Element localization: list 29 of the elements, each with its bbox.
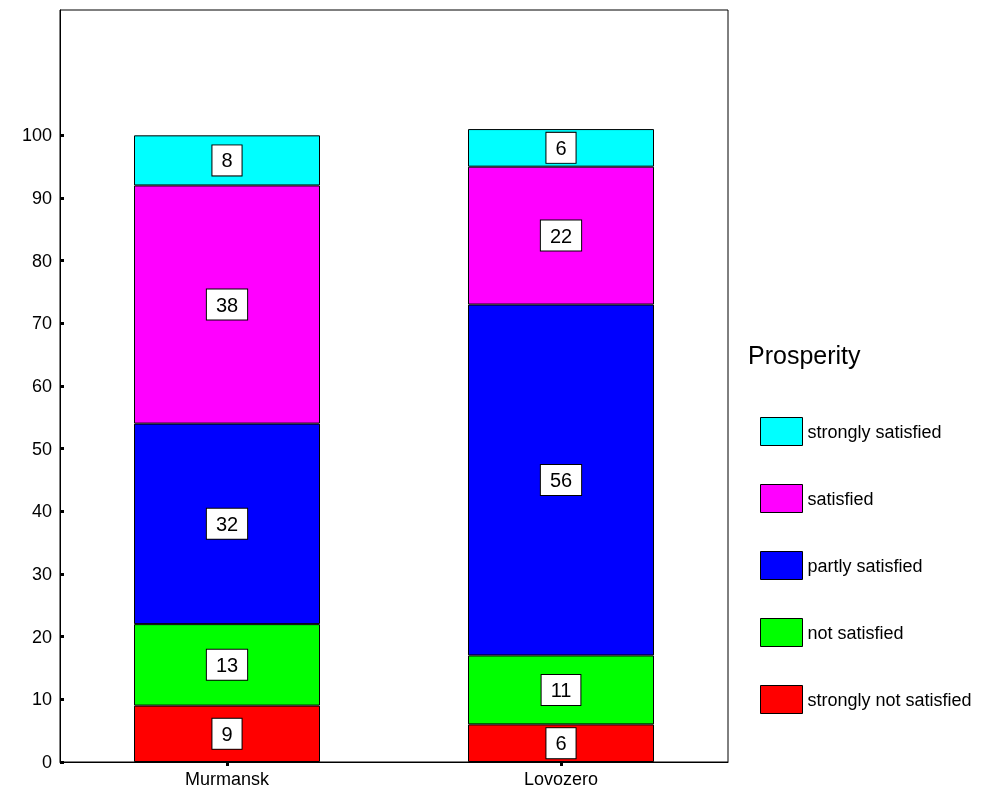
data-label: 6 — [555, 136, 567, 159]
data-label: 56 — [549, 469, 573, 491]
data-label: 8 — [221, 149, 233, 172]
y-tick-label: 70 — [31, 313, 52, 334]
y-tick-label: 40 — [31, 501, 52, 522]
y-tick-label: 80 — [31, 250, 52, 271]
data-label: 6 — [555, 732, 567, 755]
legend-title: Prosperity — [748, 340, 862, 369]
data-label: 11 — [550, 678, 572, 701]
y-tick-label: 0 — [41, 752, 52, 772]
y-tick-label: 60 — [31, 376, 52, 396]
legend-label: strongly satisfied — [807, 421, 942, 442]
data-label: 22 — [549, 224, 573, 247]
y-tick-label: 50 — [31, 438, 52, 459]
y-tick-label: 30 — [31, 564, 52, 584]
legend-label: not satisfied — [807, 622, 904, 643]
legend-label: satisfied — [807, 488, 874, 509]
data-label: 32 — [215, 512, 239, 535]
y-tick-label: 20 — [31, 626, 52, 647]
y-tick-label: 90 — [31, 188, 52, 208]
x-tick-label: Murmansk — [184, 769, 271, 789]
data-label: 9 — [221, 722, 233, 745]
data-label: 38 — [215, 293, 239, 316]
legend-label: partly satisfied — [807, 555, 923, 576]
y-tick-label: 10 — [31, 689, 52, 710]
legend-label: strongly not satisfied — [807, 689, 972, 710]
y-tick-label: 100 — [21, 125, 52, 146]
data-label: 13 — [215, 653, 239, 676]
x-tick-label: Lovozero — [523, 769, 599, 789]
